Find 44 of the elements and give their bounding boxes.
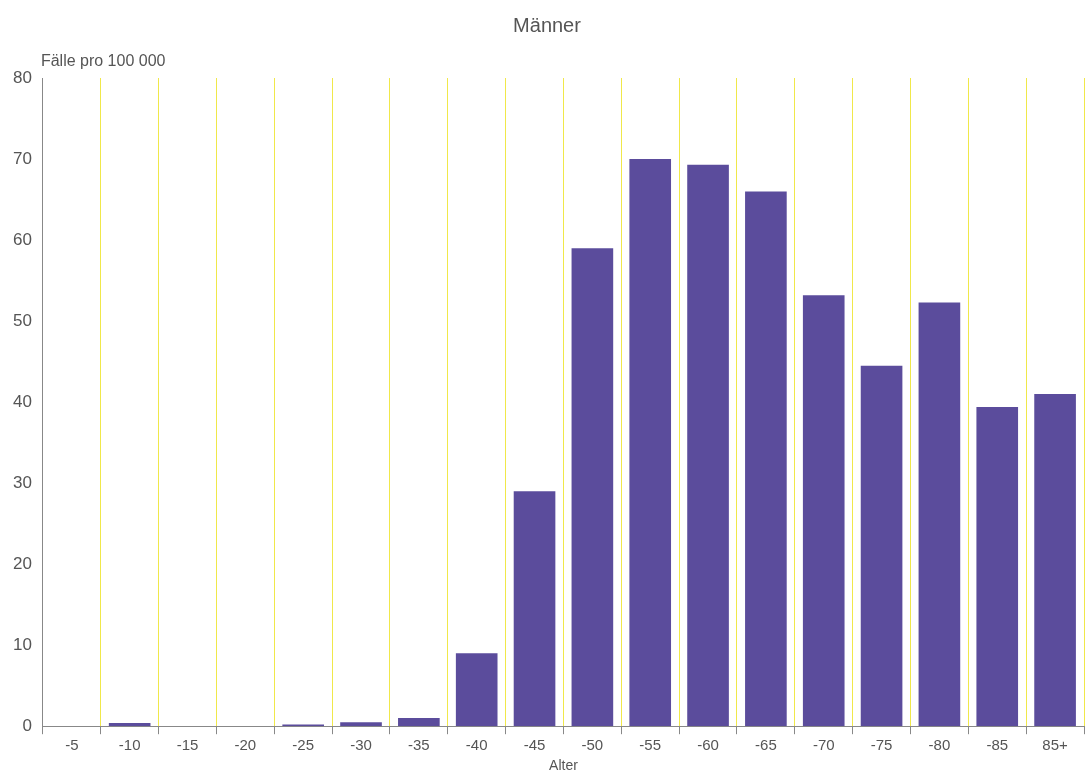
- x-tick-label: -5: [65, 736, 79, 754]
- bar: [976, 406, 1019, 727]
- bar: [108, 722, 151, 727]
- x-tick-label: -65: [755, 736, 777, 754]
- bar: [513, 491, 556, 727]
- y-tick-label: 60: [12, 229, 32, 249]
- y-tick-label: 50: [12, 310, 32, 330]
- y-axis-title: Fälle pro 100 000: [40, 52, 166, 70]
- bar: [802, 295, 845, 727]
- x-tick-label: 85+: [1042, 736, 1069, 754]
- x-tick-label: -80: [928, 736, 951, 754]
- x-tick-label: -30: [350, 736, 372, 754]
- x-tick-label: -40: [465, 736, 488, 754]
- bar: [745, 191, 787, 727]
- x-tick-label: -35: [408, 736, 430, 754]
- y-tick-label: 30: [12, 472, 32, 492]
- y-tick-label: 10: [12, 634, 32, 654]
- bar: [687, 164, 729, 727]
- y-tick-label: 70: [12, 148, 32, 168]
- bar: [571, 248, 614, 727]
- x-tick-label: -55: [639, 736, 662, 754]
- x-tick-label: -50: [581, 736, 604, 754]
- x-tick-label: -60: [697, 736, 719, 754]
- x-axis-title: Alter: [549, 757, 579, 774]
- bar: [340, 722, 382, 727]
- bar: [918, 302, 961, 727]
- chart-title: Männer: [513, 13, 582, 36]
- x-tick-label: -75: [870, 736, 893, 754]
- x-tick-label: -10: [118, 736, 141, 754]
- y-tick-label: 40: [12, 391, 32, 411]
- x-tick-label: -70: [812, 736, 835, 754]
- y-tick-label: 0: [22, 715, 32, 735]
- x-tick-label: -85: [986, 736, 1009, 754]
- bar: [629, 159, 672, 727]
- x-tick-label: -20: [234, 736, 257, 754]
- x-tick-label: -25: [292, 736, 315, 754]
- x-tick-label: -45: [523, 736, 546, 754]
- y-tick-label: 80: [12, 67, 32, 87]
- bar: [1034, 394, 1076, 727]
- y-tick-label: 20: [12, 553, 32, 573]
- bar: [860, 365, 903, 727]
- bar: [455, 653, 498, 727]
- x-tick-label: -15: [176, 736, 199, 754]
- bar: [398, 718, 440, 727]
